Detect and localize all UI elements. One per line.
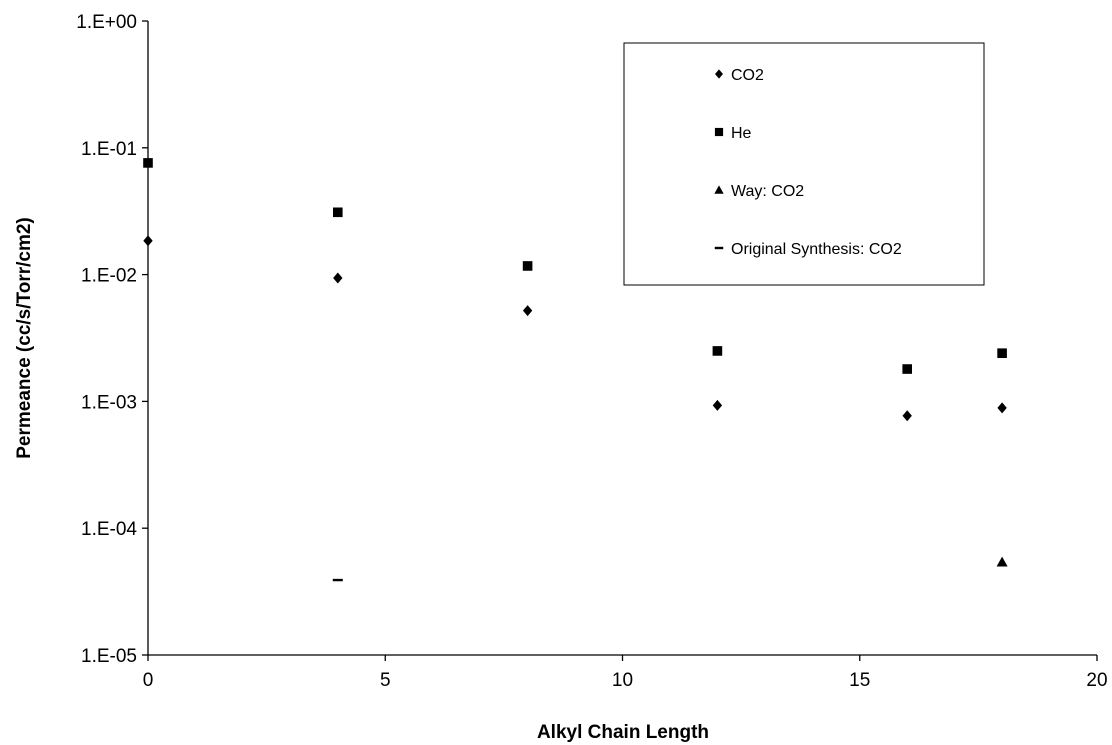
data-points [143, 158, 1008, 582]
legend-marker [714, 246, 724, 250]
x-tick-label: 20 [1086, 670, 1107, 691]
legend-marker [714, 127, 724, 137]
legend-label: Original Synthesis: CO2 [731, 241, 902, 258]
data-point [996, 556, 1008, 567]
x-axis-title: Alkyl Chain Length [537, 722, 709, 743]
data-point [997, 402, 1007, 414]
data-point [332, 578, 343, 582]
data-point [522, 261, 533, 271]
x-tick-label: 10 [612, 670, 633, 691]
data-point [712, 346, 723, 356]
y-tick-label: 1.E-01 [81, 139, 137, 160]
y-axis-title: Permeance (cc/s/Torr/cm2) [14, 217, 35, 459]
legend-box [623, 42, 985, 286]
y-tick-label: 1.E-05 [81, 646, 137, 667]
data-point [712, 399, 723, 411]
data-point [997, 348, 1007, 358]
data-point [143, 158, 153, 168]
x-tick-label: 0 [143, 670, 154, 691]
y-tick-label: 1.E-03 [81, 392, 137, 413]
y-tick-label: 1.E+00 [76, 12, 137, 33]
axes [142, 20, 1098, 661]
tick-labels: 1.E+00 1.E-01 1.E-02 1.E-03 1.E-04 1.E-05 0 5 10… [76, 12, 1107, 691]
legend-label: CO2 [731, 67, 764, 84]
legend: CO2 He Way: CO2 Original Synthesis: CO2 [623, 42, 985, 286]
data-point [333, 207, 343, 218]
y-tick-label: 1.E-02 [81, 266, 137, 287]
legend-label: He [731, 125, 752, 142]
x-tick-label: 15 [849, 670, 870, 691]
x-tick-label: 5 [380, 670, 391, 691]
data-point [143, 235, 153, 247]
legend-label: Way: CO2 [731, 183, 804, 200]
y-tick-label: 1.E-04 [81, 519, 137, 540]
data-point [333, 272, 343, 284]
data-point [522, 305, 533, 317]
legend-marker [714, 185, 724, 194]
legend-marker [715, 69, 723, 79]
data-point [902, 364, 912, 374]
data-point [902, 410, 912, 422]
